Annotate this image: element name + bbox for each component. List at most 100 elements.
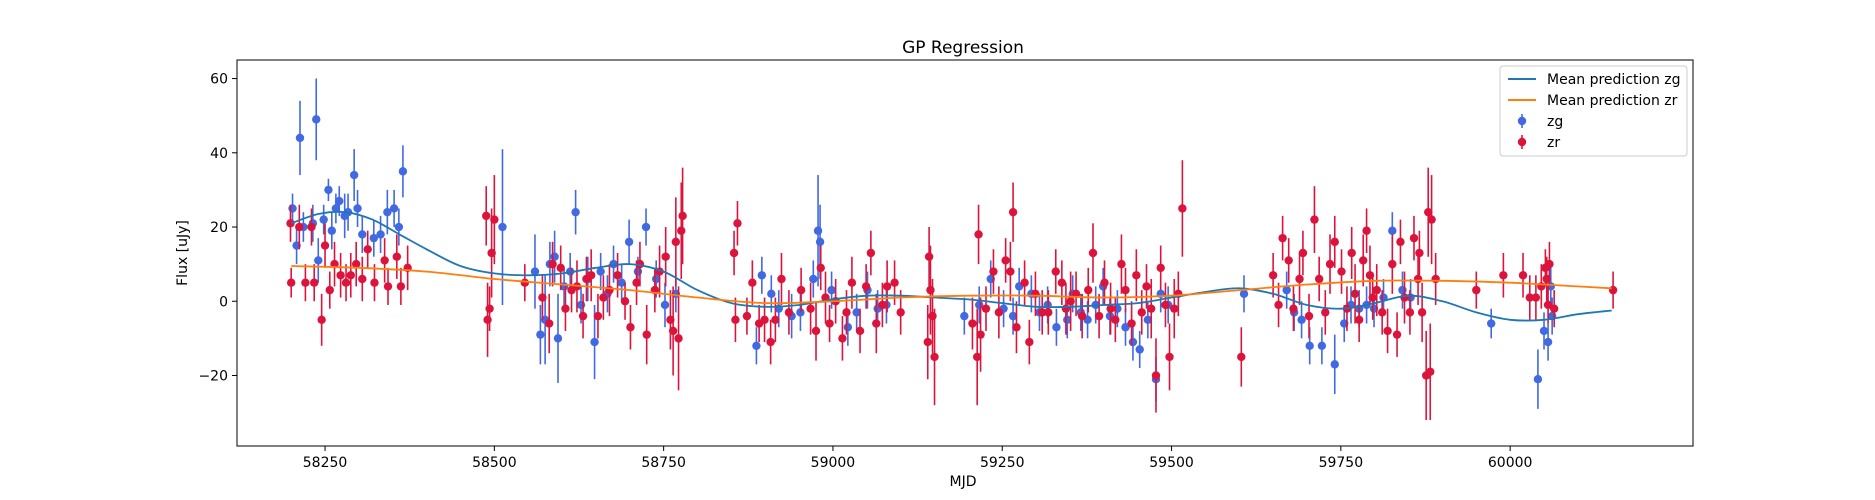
data-point: [1142, 282, 1151, 291]
data-point: [1539, 326, 1549, 336]
data-point: [729, 248, 739, 258]
data-point: [1317, 341, 1327, 350]
data-point: [1368, 293, 1377, 302]
legend-label: zr: [1547, 135, 1560, 151]
x-tick-label: 58500: [472, 455, 517, 471]
data-point: [1350, 289, 1360, 299]
data-point: [1178, 204, 1187, 213]
data-point: [544, 319, 554, 328]
x-axis-label: MJD: [950, 474, 977, 490]
data-point: [1274, 300, 1283, 310]
data-point: [586, 271, 596, 280]
data-point: [1431, 274, 1440, 284]
data-point: [1088, 248, 1098, 258]
data-point: [556, 263, 565, 273]
data-point: [1165, 352, 1174, 362]
data-point: [617, 278, 626, 287]
data-point: [571, 207, 580, 217]
data-point: [1111, 315, 1120, 325]
data-point: [878, 300, 887, 310]
plot-frame: [236, 59, 1694, 447]
data-point: [490, 215, 499, 224]
data-point: [1358, 256, 1368, 265]
data-point: [861, 282, 871, 291]
data-point: [1278, 233, 1287, 243]
data-point: [576, 300, 586, 310]
data-point: [613, 271, 622, 280]
data-point: [666, 315, 675, 325]
chart-title: GP Regression: [902, 38, 1024, 58]
data-point: [1044, 308, 1053, 317]
data-point: [777, 274, 786, 284]
data-point: [1330, 360, 1339, 369]
data-point: [346, 271, 355, 280]
y-axis: −20 0 20 40 60: [198, 72, 237, 384]
data-point: [307, 222, 316, 232]
data-point: [1377, 308, 1387, 317]
data-point: [1012, 323, 1021, 332]
data-point: [994, 308, 1004, 317]
data-point: [815, 237, 825, 247]
data-point: [599, 293, 608, 302]
data-point: [1151, 371, 1161, 380]
data-point: [1330, 237, 1339, 247]
data-point: [678, 211, 687, 221]
data-point: [896, 308, 905, 317]
data-point: [976, 330, 985, 339]
legend: Mean prediction zg Mean prediction zr zg zr: [1499, 65, 1688, 157]
data-point: [380, 256, 389, 265]
data-point: [482, 211, 491, 221]
data-point: [890, 278, 899, 287]
y-tick-label: 60: [210, 72, 228, 88]
data-point: [827, 285, 836, 295]
data-point: [771, 315, 780, 325]
data-point: [1310, 215, 1319, 224]
x-tick-label: 59750: [1319, 455, 1364, 471]
data-point: [1409, 233, 1419, 243]
data-point: [1117, 259, 1126, 269]
data-point: [838, 334, 847, 343]
data-point: [972, 352, 982, 362]
data-point: [335, 196, 344, 206]
data-point: [550, 252, 559, 261]
data-point: [1304, 311, 1314, 321]
data-point: [813, 226, 823, 235]
data-point: [752, 341, 761, 350]
data-point: [301, 278, 310, 287]
data-point: [872, 319, 881, 328]
data-point: [1405, 308, 1415, 317]
data-point: [1100, 278, 1109, 287]
data-point: [1305, 341, 1314, 350]
data-point: [1094, 311, 1104, 321]
data-point: [981, 304, 991, 313]
data-point: [1424, 207, 1433, 217]
data-point: [968, 319, 977, 328]
data-point: [310, 278, 319, 287]
data-point: [370, 278, 379, 287]
x-axis: 58250 58500 58750 59000 59250 59500 59750 60000: [303, 446, 1532, 471]
legend-box: [1499, 65, 1688, 157]
data-point: [349, 170, 359, 180]
data-point: [383, 207, 392, 217]
data-point: [1001, 256, 1010, 265]
data-point: [593, 311, 603, 321]
data-point: [960, 311, 969, 321]
data-point: [286, 278, 296, 287]
data-point: [1427, 215, 1436, 224]
data-point: [731, 315, 740, 325]
data-point: [843, 323, 853, 332]
data-point: [1289, 304, 1298, 313]
data-point: [351, 259, 361, 269]
data-point: [847, 278, 857, 287]
data-point: [748, 278, 757, 287]
data-point: [590, 337, 599, 347]
data-point: [538, 293, 547, 302]
data-point: [1170, 304, 1179, 313]
data-point: [392, 252, 402, 261]
data-point: [1025, 337, 1034, 347]
data-point: [1051, 267, 1060, 276]
data-point: [1297, 315, 1306, 325]
data-point: [1128, 337, 1138, 347]
data-point: [620, 297, 630, 306]
